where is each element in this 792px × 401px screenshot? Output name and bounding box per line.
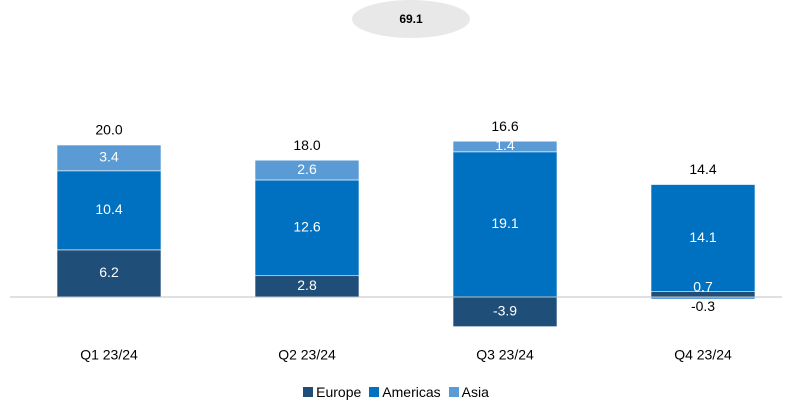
bar-segment-europe-1 — [56, 249, 162, 298]
data-label-americas-4: 14.1 — [689, 229, 716, 245]
legend-swatch-asia — [448, 387, 459, 397]
legend-label-asia: Asia — [461, 384, 489, 400]
data-label-europe-4: 0.7 — [693, 278, 713, 294]
bar-segment-americas-4 — [650, 184, 756, 292]
bar-segment-americas-2 — [254, 179, 360, 277]
total-label-1: 20.0 — [95, 122, 122, 138]
legend-swatch-europe — [303, 387, 314, 397]
legend-item-americas: Americas — [369, 384, 441, 400]
legend-swatch-americas — [369, 387, 380, 397]
total-label-4: 14.4 — [689, 161, 716, 177]
data-label-europe-3: -3.9 — [493, 303, 517, 319]
data-label-asia-4: -0.3 — [691, 298, 715, 314]
x-tick-label-2: Q2 23/24 — [278, 347, 336, 363]
data-label-europe-1: 6.2 — [99, 264, 119, 280]
bar-segment-europe-3 — [452, 296, 558, 327]
legend-label-americas: Americas — [382, 384, 441, 400]
legend-item-asia: Asia — [448, 384, 489, 400]
bars-layer — [56, 140, 756, 327]
data-label-asia-3: 1.4 — [495, 137, 515, 153]
bar-segment-asia-1 — [56, 144, 162, 172]
data-label-asia-2: 2.6 — [297, 161, 317, 177]
bar-segment-asia-2 — [254, 159, 360, 181]
grand-total-badge: 69.1 — [352, 0, 470, 38]
bar-segment-americas-1 — [56, 170, 162, 251]
data-label-americas-3: 19.1 — [491, 215, 518, 231]
data-label-europe-2: 2.8 — [297, 277, 317, 293]
x-tick-label-4: Q4 23/24 — [674, 347, 732, 363]
x-tick-label-3: Q3 23/24 — [476, 347, 534, 363]
total-label-2: 18.0 — [293, 137, 320, 153]
data-label-americas-2: 12.6 — [293, 219, 320, 235]
legend: Europe Americas Asia — [0, 383, 792, 401]
total-label-3: 16.6 — [491, 118, 518, 134]
bar-segment-americas-3 — [452, 151, 558, 298]
labels-layer: 6.2 10.4 3.4 20.0 Q1 23/24 2.8 12.6 2.6 18.0 Q2 2… — [80, 118, 732, 363]
x-tick-label-1: Q1 23/24 — [80, 347, 138, 363]
bar-segment-asia-3 — [452, 140, 558, 153]
legend-item-europe: Europe — [303, 384, 361, 400]
data-label-asia-1: 3.4 — [99, 149, 119, 165]
legend-label-europe: Europe — [316, 384, 362, 400]
data-label-americas-1: 10.4 — [95, 201, 122, 217]
